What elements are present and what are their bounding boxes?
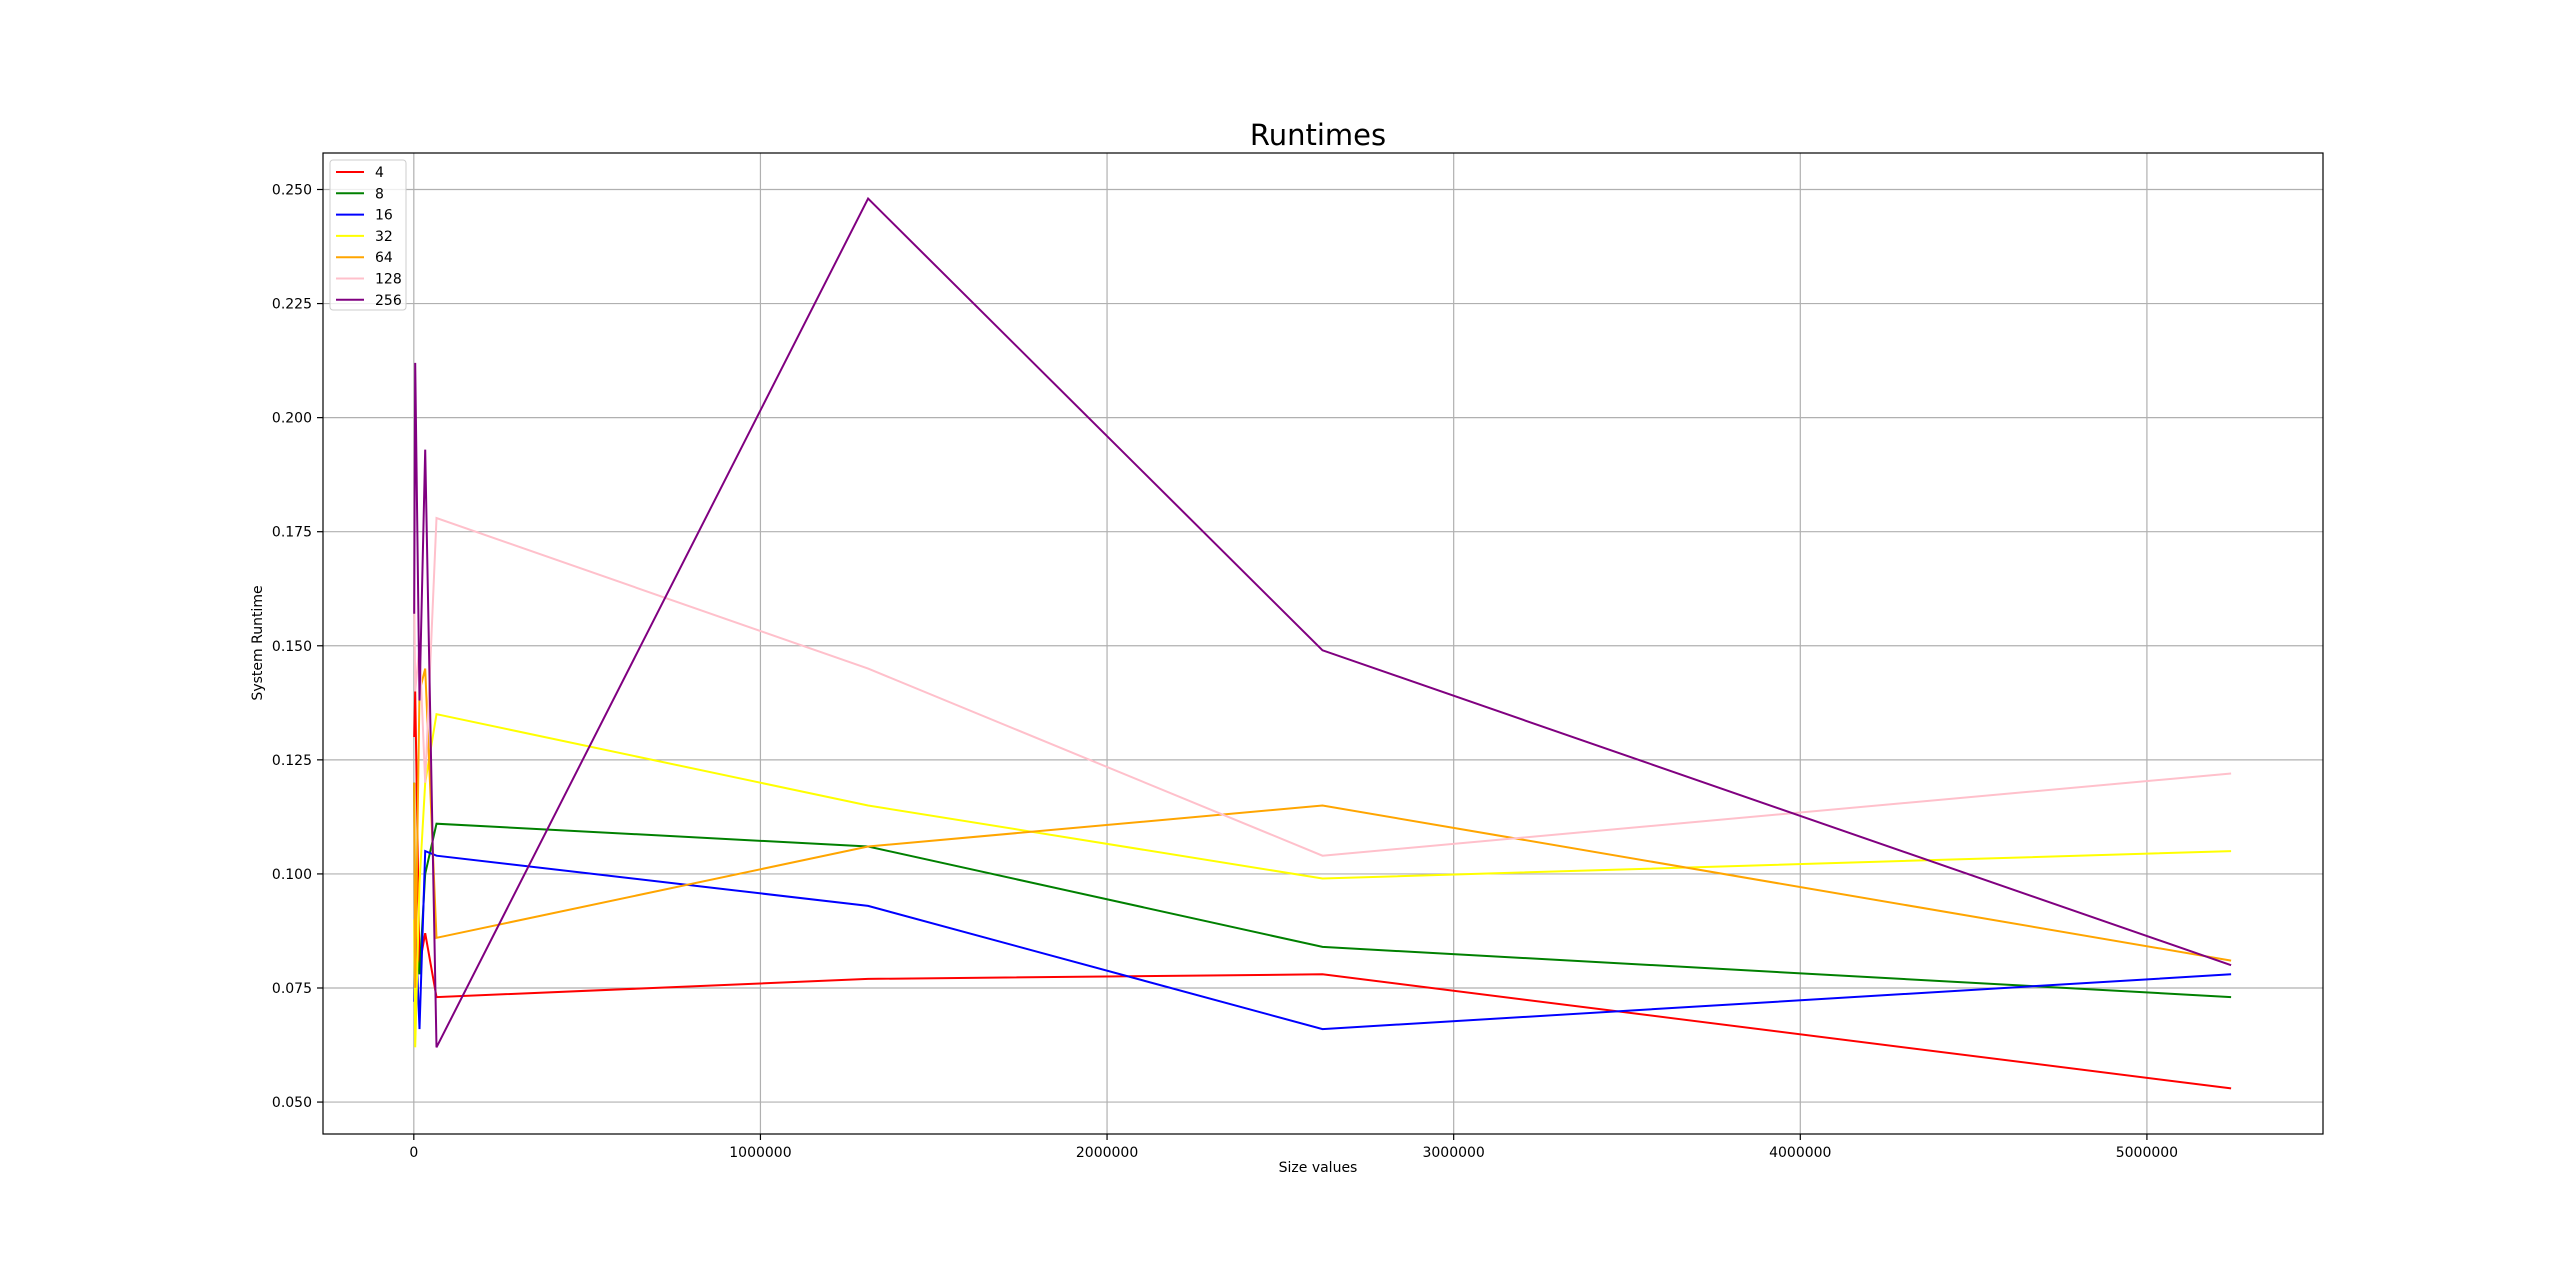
x-axis-label: Size values	[1279, 1160, 1358, 1176]
y-tick-label: 0.100	[272, 867, 312, 883]
legend-label-64: 64	[375, 250, 393, 266]
x-tick-label: 2000000	[1076, 1145, 1138, 1161]
x-tick-label: 1000000	[729, 1145, 791, 1161]
legend-label-128: 128	[375, 272, 402, 288]
y-tick-label: 0.125	[272, 753, 312, 769]
y-axis-ticks: 0.050 0.075 0.100 0.125 0.150 0.175 0.200 0.225…	[272, 183, 323, 1111]
series-line-32	[413, 713, 2232, 1048]
legend-label-32: 32	[375, 229, 393, 245]
legend: 4 8 16 32 64 128 256	[329, 159, 407, 311]
series-line-64	[413, 668, 2232, 989]
y-tick-label: 0.250	[272, 183, 312, 199]
y-tick-label: 0.175	[272, 525, 312, 541]
series-line-256	[413, 196, 2232, 1048]
y-tick-label: 0.075	[272, 981, 312, 997]
legend-label-256: 256	[375, 293, 402, 309]
y-tick-label: 0.150	[272, 639, 312, 655]
plot-frame	[322, 152, 2324, 1135]
series-line-128	[413, 516, 2232, 857]
chart-title: Runtimes	[1250, 118, 1386, 152]
grid-lines	[323, 153, 2323, 1134]
x-tick-label: 3000000	[1422, 1145, 1484, 1161]
series-line-8	[413, 782, 2232, 999]
series-line-4	[413, 691, 2232, 1090]
y-axis-label: System Runtime	[250, 585, 266, 700]
legend-label-16: 16	[375, 208, 393, 224]
x-tick-label: 0	[409, 1145, 418, 1161]
legend-label-4: 4	[375, 165, 384, 181]
y-tick-label: 0.225	[272, 297, 312, 313]
series-lines	[413, 196, 2232, 1090]
y-tick-label: 0.050	[272, 1095, 312, 1111]
legend-label-8: 8	[375, 186, 384, 202]
legend-box	[329, 159, 407, 311]
y-tick-label: 0.200	[272, 411, 312, 427]
x-axis-ticks: 0 1000000 2000000 3000000 4000000 5000000	[409, 1134, 2178, 1161]
x-tick-label: 5000000	[2116, 1145, 2178, 1161]
x-tick-label: 4000000	[1769, 1145, 1831, 1161]
